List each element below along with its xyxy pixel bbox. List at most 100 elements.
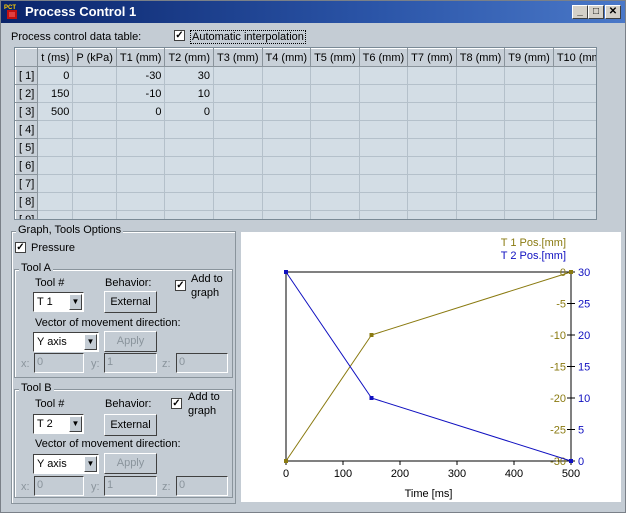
column-header[interactable]: T7 (mm) — [407, 48, 457, 67]
table-cell[interactable] — [407, 120, 457, 139]
auto-interp-label[interactable]: Automatic interpolation — [190, 30, 306, 44]
tool-a-apply-button[interactable]: Apply — [104, 331, 157, 352]
table-cell[interactable] — [37, 120, 74, 139]
table-cell[interactable] — [164, 120, 214, 139]
close-button[interactable]: ✕ — [605, 5, 621, 19]
table-cell[interactable] — [407, 174, 457, 193]
table-cell[interactable] — [358, 102, 409, 121]
column-header[interactable]: T3 (mm) — [212, 48, 263, 67]
minimize-button[interactable]: _ — [572, 5, 588, 19]
table-cell[interactable] — [407, 66, 457, 85]
table-cell[interactable] — [72, 174, 117, 193]
tool-b-x-field[interactable]: 0 — [34, 476, 84, 496]
table-cell[interactable] — [504, 174, 554, 193]
table-cell[interactable]: 0 — [37, 66, 74, 85]
table-cell[interactable] — [407, 84, 457, 103]
column-header[interactable]: T2 (mm) — [164, 48, 214, 67]
table-cell[interactable] — [552, 174, 596, 193]
table-cell[interactable] — [212, 210, 263, 219]
table-cell[interactable] — [310, 174, 360, 193]
tool-b-add-to-graph-checkbox[interactable]: ✓ — [171, 398, 182, 409]
table-cell[interactable] — [72, 102, 117, 121]
table-cell[interactable] — [552, 120, 596, 139]
table-cell[interactable] — [212, 138, 263, 157]
row-header[interactable]: [ 9] — [15, 210, 39, 219]
table-cell[interactable] — [310, 66, 360, 85]
table-cell[interactable] — [261, 156, 312, 175]
table-cell[interactable] — [504, 66, 554, 85]
tool-b-tool-select[interactable]: T 2 ▼ — [33, 414, 84, 434]
table-cell[interactable] — [455, 84, 506, 103]
row-header[interactable]: [ 7] — [15, 174, 39, 193]
table-cell[interactable] — [504, 192, 554, 211]
row-header[interactable]: [ 1] — [15, 66, 39, 85]
tool-b-y-field[interactable]: 1 — [104, 476, 157, 496]
table-cell[interactable] — [358, 138, 409, 157]
column-header[interactable]: T10 (mm) — [552, 48, 596, 67]
table-cell[interactable] — [310, 102, 360, 121]
table-cell[interactable]: -10 — [115, 84, 166, 103]
column-header[interactable]: T5 (mm) — [310, 48, 360, 67]
table-cell[interactable] — [358, 210, 409, 219]
table-cell[interactable] — [164, 192, 214, 211]
table-cell[interactable] — [37, 192, 74, 211]
table-cell[interactable] — [212, 174, 263, 193]
table-cell[interactable] — [455, 66, 506, 85]
table-cell[interactable] — [504, 102, 554, 121]
table-cell[interactable] — [310, 138, 360, 157]
table-cell[interactable] — [72, 192, 117, 211]
process-data-table[interactable]: t (ms) P (kPa) T1 (mm) T2 (mm) T3 (mm) T4 (mm… — [14, 47, 597, 220]
table-cell[interactable] — [407, 138, 457, 157]
table-cell[interactable] — [358, 156, 409, 175]
table-cell[interactable] — [115, 138, 166, 157]
table-cell[interactable] — [212, 102, 263, 121]
table-cell[interactable] — [72, 84, 117, 103]
table-cell[interactable] — [407, 156, 457, 175]
table-cell[interactable] — [552, 66, 596, 85]
pressure-checkbox[interactable]: ✓ — [15, 242, 26, 253]
table-cell[interactable] — [72, 210, 117, 219]
tool-b-z-field[interactable]: 0 — [176, 476, 228, 496]
table-cell[interactable] — [72, 120, 117, 139]
auto-interp-checkbox[interactable]: ✓ — [174, 30, 185, 41]
tool-a-y-field[interactable]: 1 — [104, 353, 157, 373]
table-cell[interactable]: 500 — [37, 102, 74, 121]
table-cell[interactable] — [261, 174, 312, 193]
table-cell[interactable] — [504, 120, 554, 139]
table-cell[interactable]: 10 — [164, 84, 214, 103]
table-cell[interactable] — [504, 84, 554, 103]
title-bar[interactable]: PCT Process Control 1 _ □ ✕ — [1, 1, 625, 23]
table-cell[interactable] — [310, 120, 360, 139]
table-cell[interactable] — [310, 84, 360, 103]
table-cell[interactable] — [455, 138, 506, 157]
row-header[interactable]: [ 6] — [15, 156, 39, 175]
table-cell[interactable]: 0 — [164, 102, 214, 121]
table-cell[interactable] — [310, 156, 360, 175]
table-cell[interactable] — [552, 84, 596, 103]
table-cell[interactable] — [115, 120, 166, 139]
table-cell[interactable] — [72, 156, 117, 175]
table-cell[interactable] — [407, 210, 457, 219]
table-cell[interactable] — [115, 210, 166, 219]
tool-b-apply-button[interactable]: Apply — [104, 453, 157, 474]
table-cell[interactable] — [552, 138, 596, 157]
table-cell[interactable] — [310, 210, 360, 219]
column-header[interactable]: T8 (mm) — [455, 48, 506, 67]
table-cell[interactable] — [358, 192, 409, 211]
column-header[interactable]: P (kPa) — [72, 48, 117, 67]
table-cell[interactable] — [115, 156, 166, 175]
table-cell[interactable] — [261, 192, 312, 211]
table-cell[interactable] — [115, 174, 166, 193]
column-header[interactable]: T6 (mm) — [358, 48, 409, 67]
column-header[interactable]: t (ms) — [37, 48, 74, 67]
row-header[interactable]: [ 5] — [15, 138, 39, 157]
tool-a-axis-select[interactable]: Y axis ▼ — [33, 332, 99, 352]
table-cell[interactable] — [37, 156, 74, 175]
table-cell[interactable] — [37, 174, 74, 193]
tool-a-z-field[interactable]: 0 — [176, 353, 228, 373]
table-cell[interactable] — [552, 102, 596, 121]
column-header[interactable]: T1 (mm) — [115, 48, 166, 67]
table-cell[interactable] — [358, 120, 409, 139]
table-cell[interactable] — [164, 174, 214, 193]
tool-a-behavior-button[interactable]: External — [104, 291, 157, 313]
